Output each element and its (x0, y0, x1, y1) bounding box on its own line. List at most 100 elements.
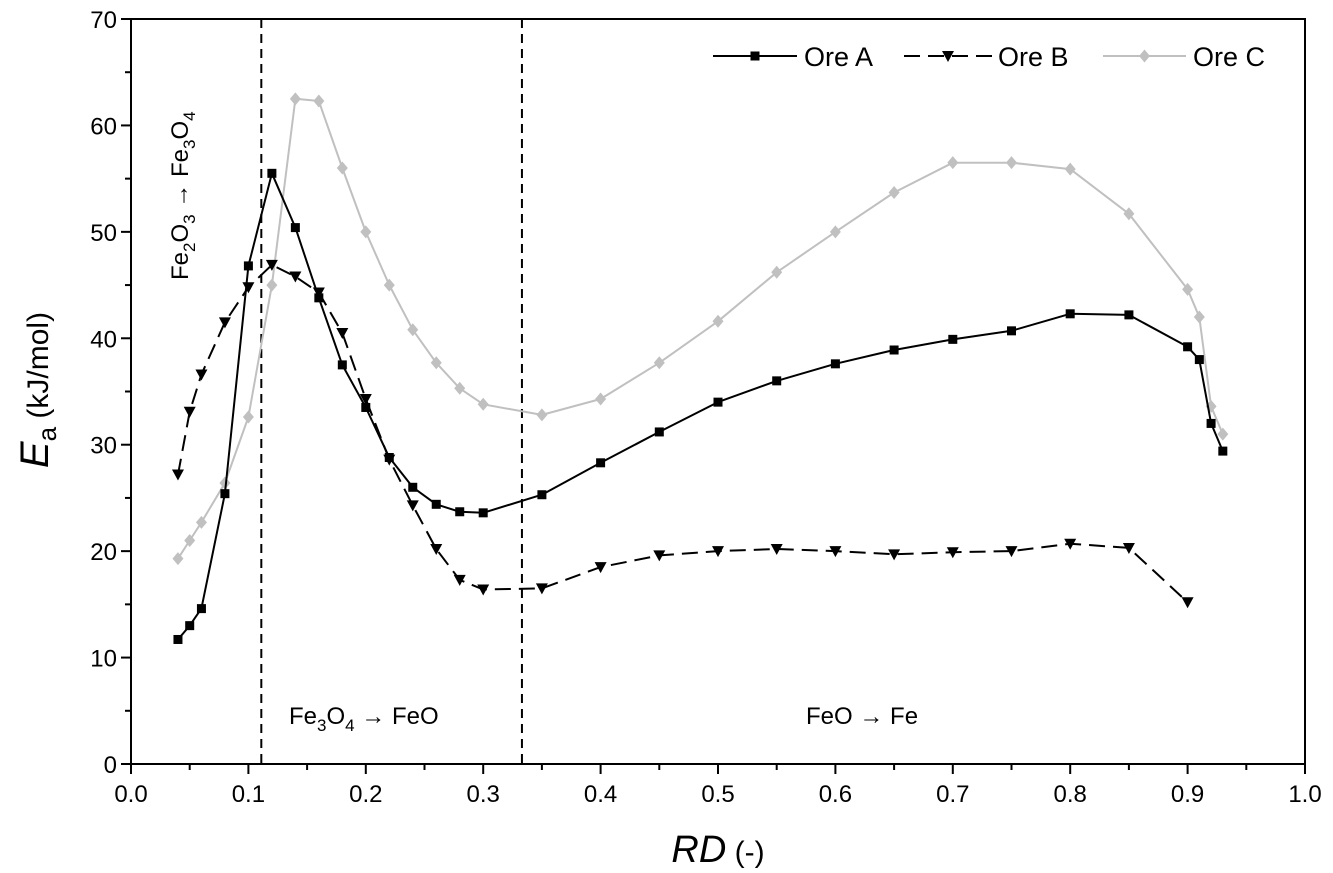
data-point-ore-c (289, 92, 301, 106)
data-point-ore-b (218, 317, 231, 329)
data-point-ore-a (455, 507, 465, 517)
legend-swatch-marker (942, 51, 954, 62)
data-point-ore-c (360, 225, 372, 239)
data-point-ore-b (1181, 597, 1194, 609)
series-ore-b (171, 259, 1194, 609)
data-point-ore-b (1005, 546, 1018, 558)
data-point-ore-c (266, 278, 278, 292)
series-ore-a (173, 168, 1228, 644)
data-point-ore-b (183, 406, 196, 418)
data-point-ore-a (431, 499, 441, 509)
data-point-ore-b (888, 549, 901, 561)
plot-frame (130, 18, 1306, 765)
legend-label: Ore B (998, 42, 1069, 72)
data-point-ore-c (771, 265, 783, 279)
data-point-ore-b (289, 271, 302, 283)
axis-ticks: 0.0 0.1 0.2 0.3 0.4 0.5 0.6 0.7 0.8 0.9 1.0 0 10 20 30… (90, 7, 1321, 808)
annotation-fe3o4-feo: Fe3O4 → FeO (289, 703, 439, 735)
data-point-ore-a (1206, 418, 1216, 428)
y-tick-label: 20 (90, 539, 117, 566)
data-point-ore-c (536, 408, 548, 422)
data-point-ore-b (770, 544, 783, 556)
data-point-ore-a (337, 360, 347, 370)
x-axis-title: RD (-) (671, 829, 764, 871)
data-point-ore-c (383, 278, 395, 292)
data-point-ore-a (408, 482, 418, 492)
data-point-ore-a (1065, 309, 1075, 319)
data-point-ore-c (595, 392, 607, 406)
data-point-ore-b (171, 469, 184, 481)
y-axis-title: Ea (kJ/mol) (13, 312, 62, 468)
annotations: Fe2O3 → Fe3O4 Fe3O4 → FeO FeO → Fe (167, 111, 918, 735)
data-point-ore-a (243, 261, 253, 271)
series-ore-c (172, 92, 1229, 566)
data-point-ore-c (1123, 207, 1135, 221)
data-point-ore-a (384, 452, 394, 462)
data-point-ore-a (361, 402, 371, 412)
data-point-ore-b (535, 583, 548, 595)
data-point-ore-b (336, 327, 349, 339)
data-point-ore-a (1194, 355, 1204, 365)
legend: Ore A Ore B Ore C (713, 42, 1265, 72)
x-tick-label: 0.9 (1171, 781, 1204, 808)
data-point-ore-b (406, 500, 419, 512)
data-point-ore-a (948, 334, 958, 344)
data-point-ore-c (1217, 427, 1229, 441)
data-point-ore-c (313, 94, 325, 108)
data-point-ore-a (1183, 342, 1193, 352)
x-tick-label: 0.1 (232, 781, 265, 808)
data-point-ore-c (947, 156, 959, 170)
series-line-ore-c (177, 97, 1224, 560)
x-tick-label: 0.6 (819, 781, 852, 808)
data-point-ore-c (1193, 310, 1205, 324)
data-point-ore-a (290, 223, 300, 233)
data-point-ore-a (830, 359, 840, 369)
data-point-ore-a (185, 621, 195, 631)
y-tick-label: 40 (90, 326, 117, 353)
data-point-ore-b (359, 393, 372, 405)
region-divider-lines (260, 19, 523, 764)
y-tick-label: 10 (90, 646, 117, 673)
data-point-ore-b (1122, 542, 1135, 554)
y-tick-label: 50 (90, 220, 117, 247)
data-point-ore-c (219, 476, 231, 490)
data-point-ore-a (314, 293, 324, 303)
data-point-ore-c (430, 356, 442, 370)
data-point-ore-c (172, 552, 184, 566)
series-layer (171, 92, 1229, 644)
y-tick-label: 70 (90, 7, 117, 34)
data-point-ore-b (594, 562, 607, 574)
data-point-ore-c (242, 410, 254, 424)
data-point-ore-a (596, 458, 606, 468)
data-point-ore-a (1007, 326, 1016, 336)
data-point-ore-c (829, 225, 841, 239)
x-tick-label: 1.0 (1288, 781, 1321, 808)
data-point-ore-c (712, 314, 724, 328)
legend-swatch-marker (1139, 49, 1150, 63)
data-point-ore-a (1124, 310, 1134, 320)
x-tick-label: 0.2 (349, 781, 382, 808)
annotation-feo-fe: FeO → Fe (806, 703, 918, 730)
data-point-ore-a (654, 427, 664, 437)
data-point-ore-a (537, 490, 547, 500)
x-tick-label: 0.4 (584, 781, 617, 808)
data-point-ore-a (173, 634, 183, 644)
y-tick-label: 30 (90, 433, 117, 460)
data-point-ore-b (195, 369, 208, 381)
x-tick-label: 0.8 (1054, 781, 1087, 808)
series-line-ore-b (177, 263, 1189, 603)
data-point-ore-b (1064, 538, 1077, 550)
annotation-fe2o3-fe3o4: Fe2O3 → Fe3O4 (167, 111, 199, 280)
y-axis-title-main: E (13, 440, 57, 468)
x-tick-label: 0.5 (701, 781, 734, 808)
legend-label: Ore A (804, 42, 873, 72)
data-point-ore-a (889, 345, 899, 355)
data-point-ore-c (888, 185, 900, 199)
data-point-ore-b (242, 282, 255, 294)
data-point-ore-b (712, 546, 724, 558)
y-axis-title-sub: a (32, 426, 62, 441)
series-line-ore-a (177, 172, 1224, 641)
data-point-ore-c (336, 161, 348, 175)
x-tick-label: 0.0 (114, 781, 147, 808)
